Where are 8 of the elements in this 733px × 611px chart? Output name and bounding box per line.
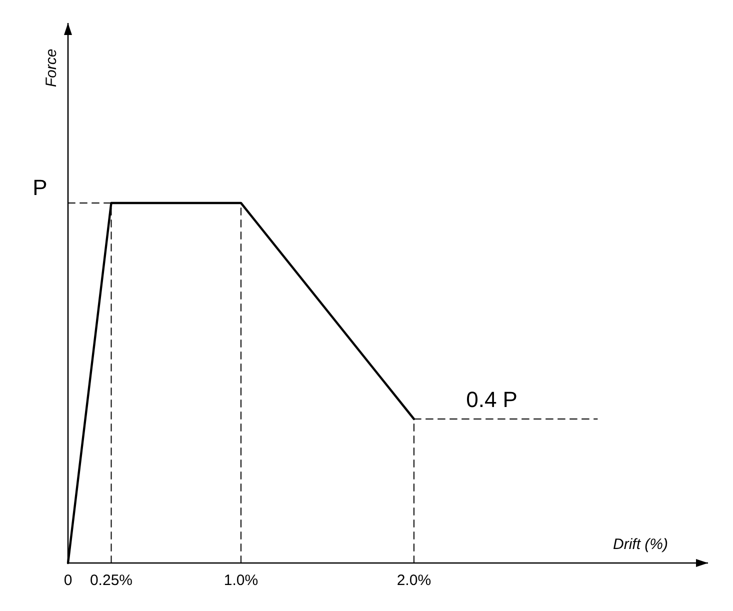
x-tick-label: 0 xyxy=(64,572,72,589)
x-tick-label: 2.0% xyxy=(396,572,432,589)
annotation: 0.4 P xyxy=(466,387,518,412)
x-tick-label: 0.25% xyxy=(90,572,133,589)
x-tick-label: 1.0% xyxy=(224,572,258,589)
x-axis-title: Drift (%) xyxy=(613,536,668,553)
annotation: P xyxy=(32,175,48,200)
text: Force xyxy=(43,48,60,88)
